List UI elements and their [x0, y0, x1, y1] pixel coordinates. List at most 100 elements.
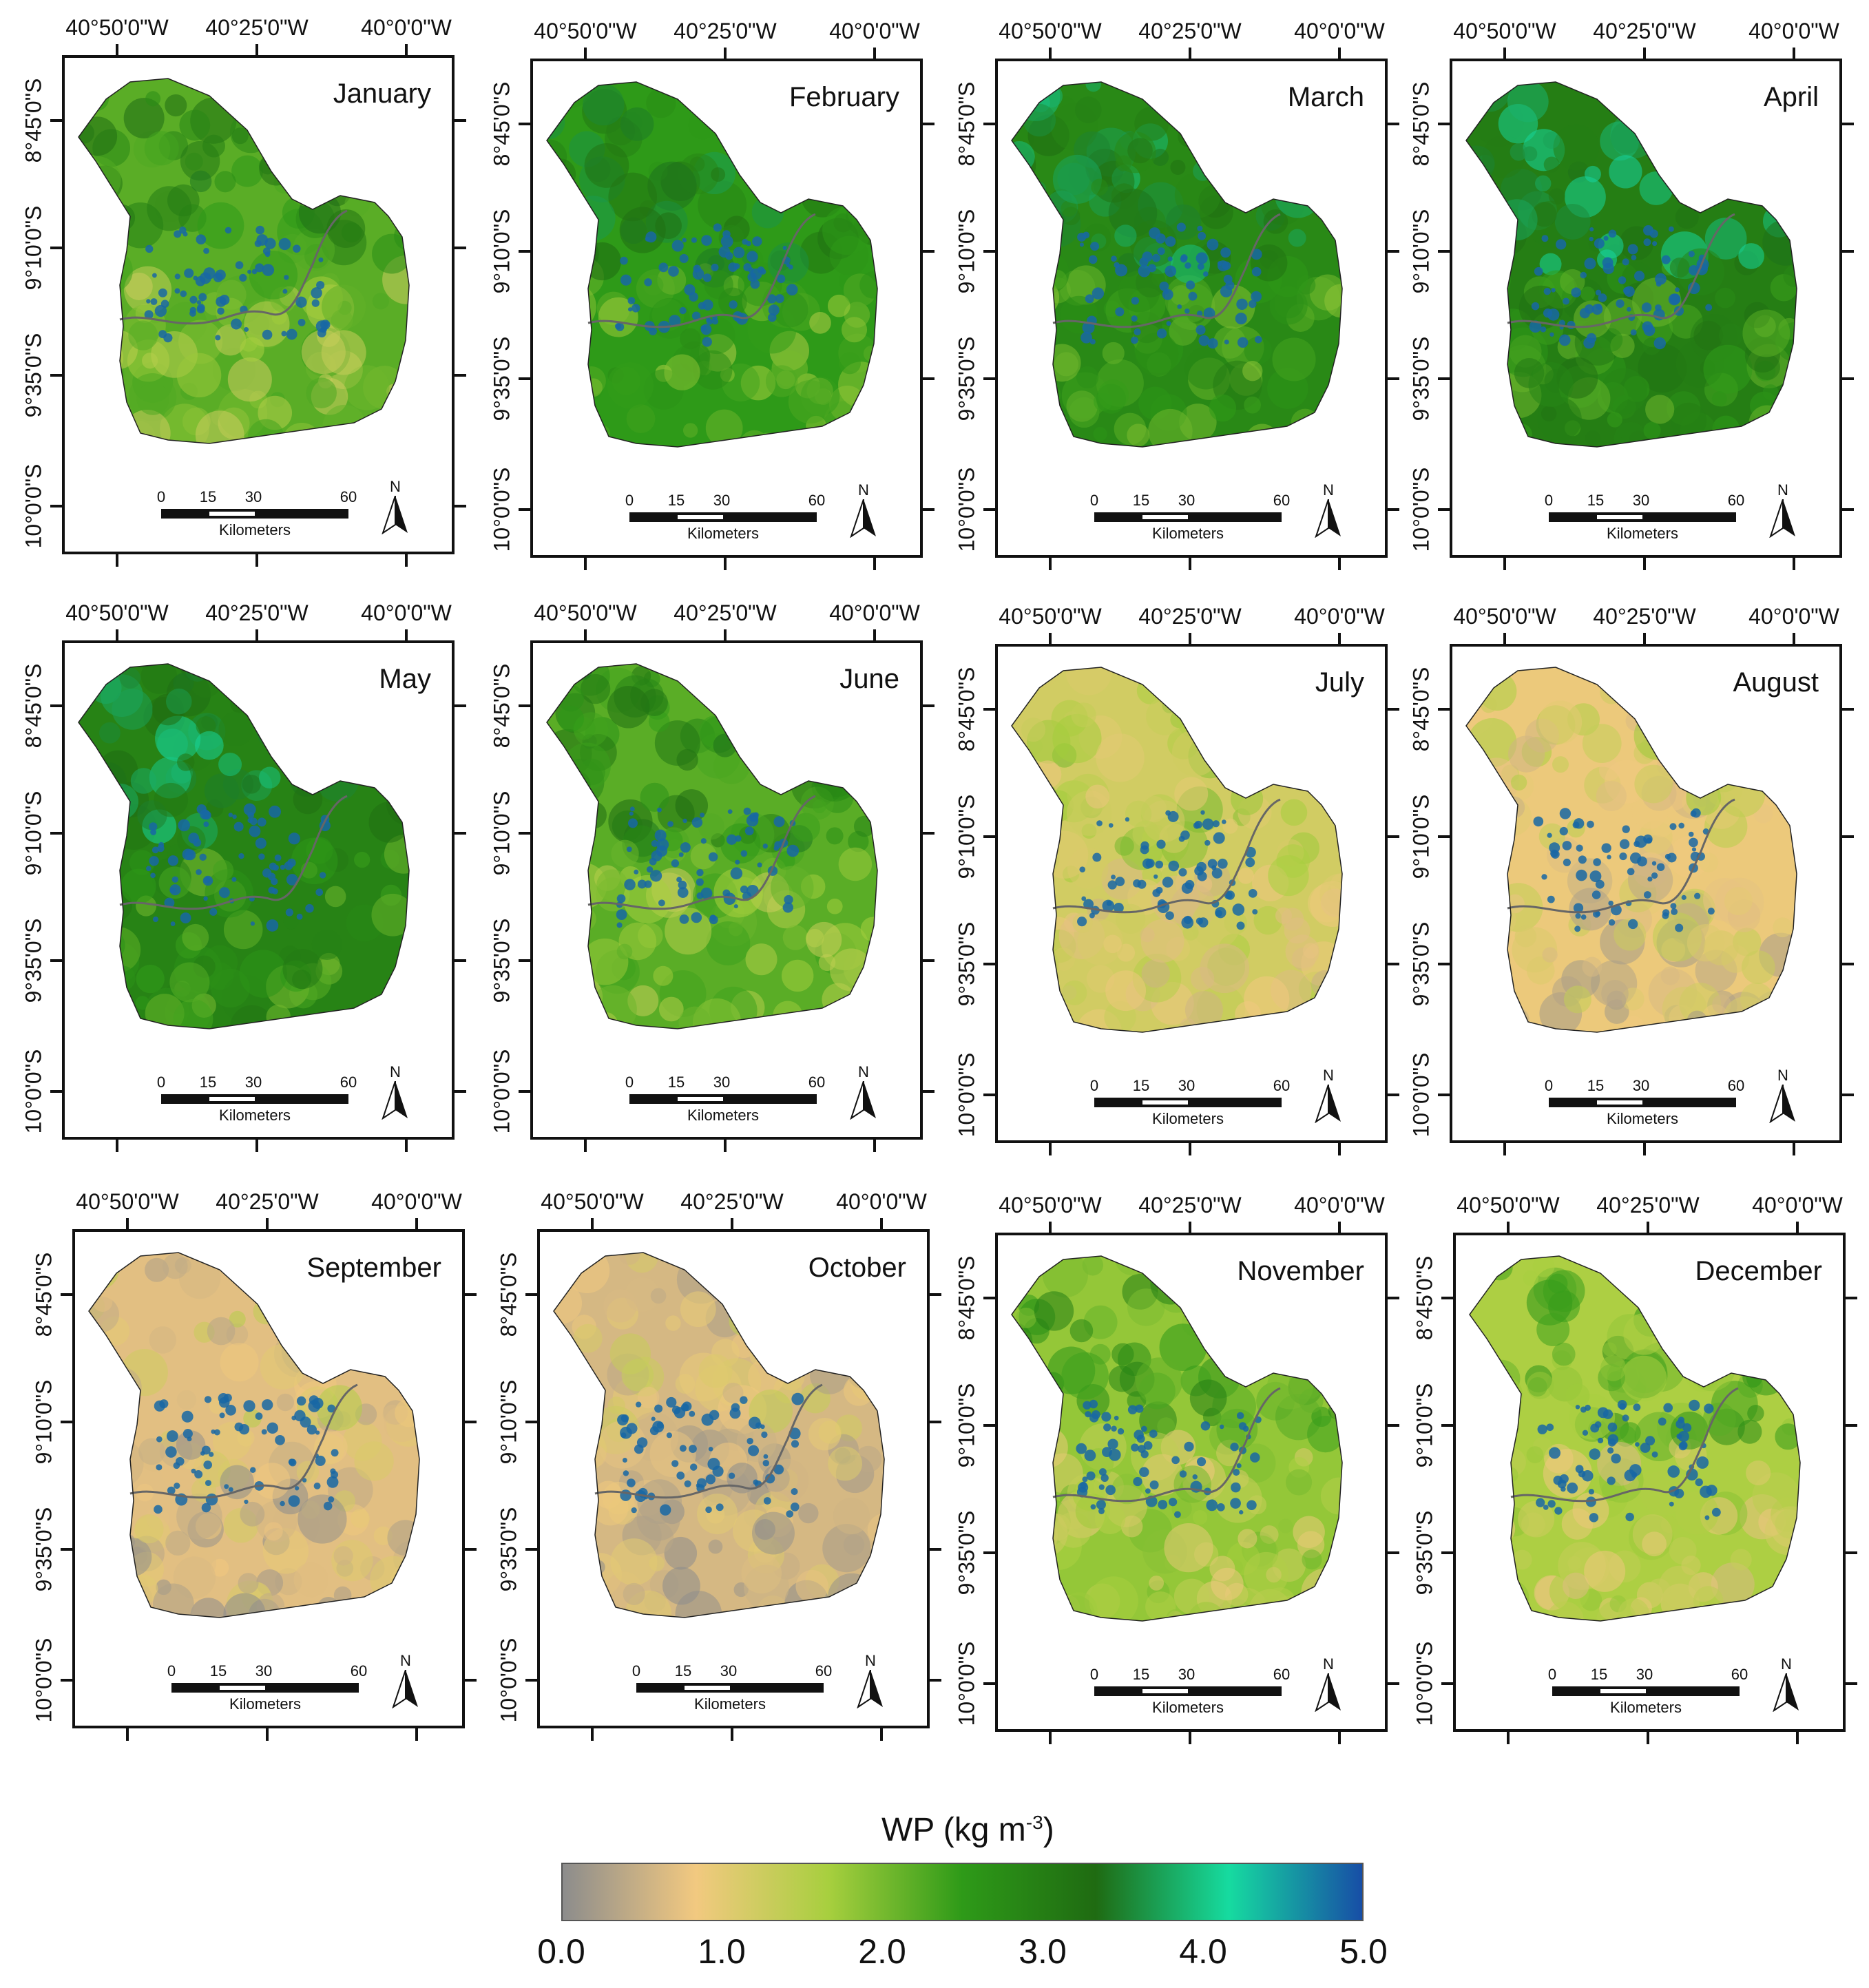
wp-texture-patch	[387, 1520, 419, 1556]
longitude-tick	[873, 629, 876, 640]
wp-texture-patch	[214, 324, 247, 356]
wp-texture-patch	[782, 925, 808, 950]
scale-bar-unit: Kilometers	[687, 525, 759, 542]
latitude-tick	[465, 1548, 477, 1551]
irrigated-area-patch	[1635, 1442, 1640, 1447]
river-line	[594, 1383, 823, 1499]
scale-bar-tick-label: 15	[199, 1074, 217, 1091]
irrigated-area-patch	[170, 921, 176, 926]
wp-texture-patch	[1012, 1513, 1058, 1558]
wp-texture-patch	[1633, 711, 1682, 760]
wp-texture-patch	[220, 1465, 254, 1500]
irrigated-area-patch	[1662, 912, 1669, 919]
wp-texture-patch	[1242, 1016, 1264, 1032]
latitude-tick	[923, 704, 934, 707]
map-panel-february: 40°50'0"W 40°25'0"W 40°0'0"W 8°45'0"S 9°10'0…	[479, 3, 947, 589]
irrigated-area-patch	[1085, 1411, 1092, 1418]
irrigated-area-patch	[1602, 262, 1614, 274]
latitude-tick	[455, 959, 466, 962]
wp-texture-patch	[1287, 1325, 1314, 1352]
irrigated-area-patch	[152, 916, 159, 923]
wp-texture-patch	[1013, 1452, 1032, 1471]
wp-texture-patch	[1076, 366, 1099, 389]
irrigated-area-patch	[1687, 282, 1700, 295]
longitude-tick	[724, 48, 727, 59]
wp-texture-patch	[79, 351, 125, 397]
wp-texture-patch	[1108, 1365, 1136, 1392]
region-boundary	[553, 1252, 885, 1618]
latitude-tick	[1438, 508, 1450, 511]
wp-texture-patch	[554, 1458, 573, 1482]
latitude-tick	[1842, 123, 1854, 125]
wp-texture-patch	[1069, 1319, 1094, 1343]
latitude-tick	[1438, 123, 1450, 125]
irrigated-area-patch	[1165, 236, 1176, 247]
irrigated-area-patch	[1203, 271, 1209, 277]
wp-texture-patch	[561, 1005, 591, 1029]
irrigated-area-patch	[326, 1476, 339, 1488]
wp-texture-patch	[690, 843, 717, 870]
wp-texture-patch	[838, 847, 873, 881]
scale-bar-tick-label: 0	[1089, 1666, 1099, 1683]
latitude-tick	[983, 1297, 995, 1299]
irrigated-area-patch	[1207, 238, 1219, 251]
irrigated-area-patch	[733, 904, 738, 909]
wp-texture-patch	[1510, 143, 1527, 161]
irrigated-area-patch	[1079, 866, 1086, 872]
legend-tick-label: 4.0	[1179, 1932, 1227, 1971]
irrigated-area-patch	[1629, 852, 1642, 864]
irrigated-area-patch	[215, 335, 221, 341]
wp-texture-patch	[155, 715, 201, 762]
longitude-tick	[1049, 48, 1052, 59]
map-panel-november: 40°50'0"W 40°25'0"W 40°0'0"W 8°45'0"S 9°10'0…	[943, 1178, 1412, 1763]
wp-texture-patch	[165, 94, 187, 117]
irrigated-area-patch	[1575, 1405, 1580, 1410]
irrigated-area-patch	[627, 1478, 636, 1487]
irrigated-area-patch	[1140, 1425, 1147, 1432]
irrigated-area-patch	[677, 887, 689, 898]
wp-texture-patch	[1320, 1477, 1342, 1515]
wp-texture-patch	[654, 720, 700, 766]
wp-texture-patch	[797, 722, 839, 764]
wp-texture-patch	[1563, 985, 1591, 1014]
latitude-tick	[1438, 377, 1450, 380]
irrigated-area-patch	[275, 1435, 285, 1445]
latitude-tick	[1846, 1424, 1857, 1427]
scale-bar-tick-label: 60	[815, 1662, 833, 1680]
wp-texture-patch	[554, 1282, 583, 1324]
region-map	[1011, 1255, 1343, 1622]
wp-texture-patch	[1215, 134, 1257, 176]
irrigated-area-patch	[1224, 339, 1229, 345]
irrigated-area-patch	[281, 331, 287, 337]
irrigated-area-patch	[271, 877, 278, 886]
irrigated-area-patch	[634, 869, 639, 875]
latitude-tick	[525, 1679, 537, 1682]
irrigated-area-patch	[261, 1429, 267, 1435]
latitude-label: 9°10'0"S	[31, 1379, 56, 1465]
wp-texture-patch	[1235, 1001, 1262, 1027]
irrigated-area-patch	[773, 1464, 784, 1475]
scale-bar: 0 15 30 60 Kilometers	[625, 1074, 829, 1124]
irrigated-area-patch	[1219, 1424, 1224, 1430]
wp-texture-patch	[282, 949, 323, 990]
wp-texture-patch	[822, 702, 865, 744]
irrigated-area-patch	[1670, 903, 1677, 910]
irrigated-area-patch	[1531, 302, 1540, 311]
irrigated-area-patch	[676, 877, 682, 883]
latitude-tick	[1388, 1094, 1399, 1096]
scale-bar-tick-label: 15	[209, 1662, 227, 1680]
irrigated-area-patch	[1107, 1438, 1118, 1450]
longitude-tick	[1189, 1222, 1191, 1233]
irrigated-area-patch	[1131, 297, 1140, 305]
irrigated-area-patch	[1608, 919, 1616, 926]
wp-texture-patch	[723, 82, 747, 94]
wp-texture-patch	[1670, 1256, 1687, 1268]
scale-bar: 0 15 30 60 Kilometers	[1090, 492, 1294, 542]
wp-texture-patch	[1704, 733, 1747, 777]
scale-bar-tick-label: 15	[667, 492, 685, 509]
irrigated-area-patch	[159, 1399, 169, 1409]
irrigated-area-patch	[189, 295, 198, 304]
wp-texture-patch	[197, 202, 244, 249]
irrigated-area-patch	[1674, 1488, 1684, 1498]
irrigated-area-patch	[1089, 1399, 1098, 1409]
